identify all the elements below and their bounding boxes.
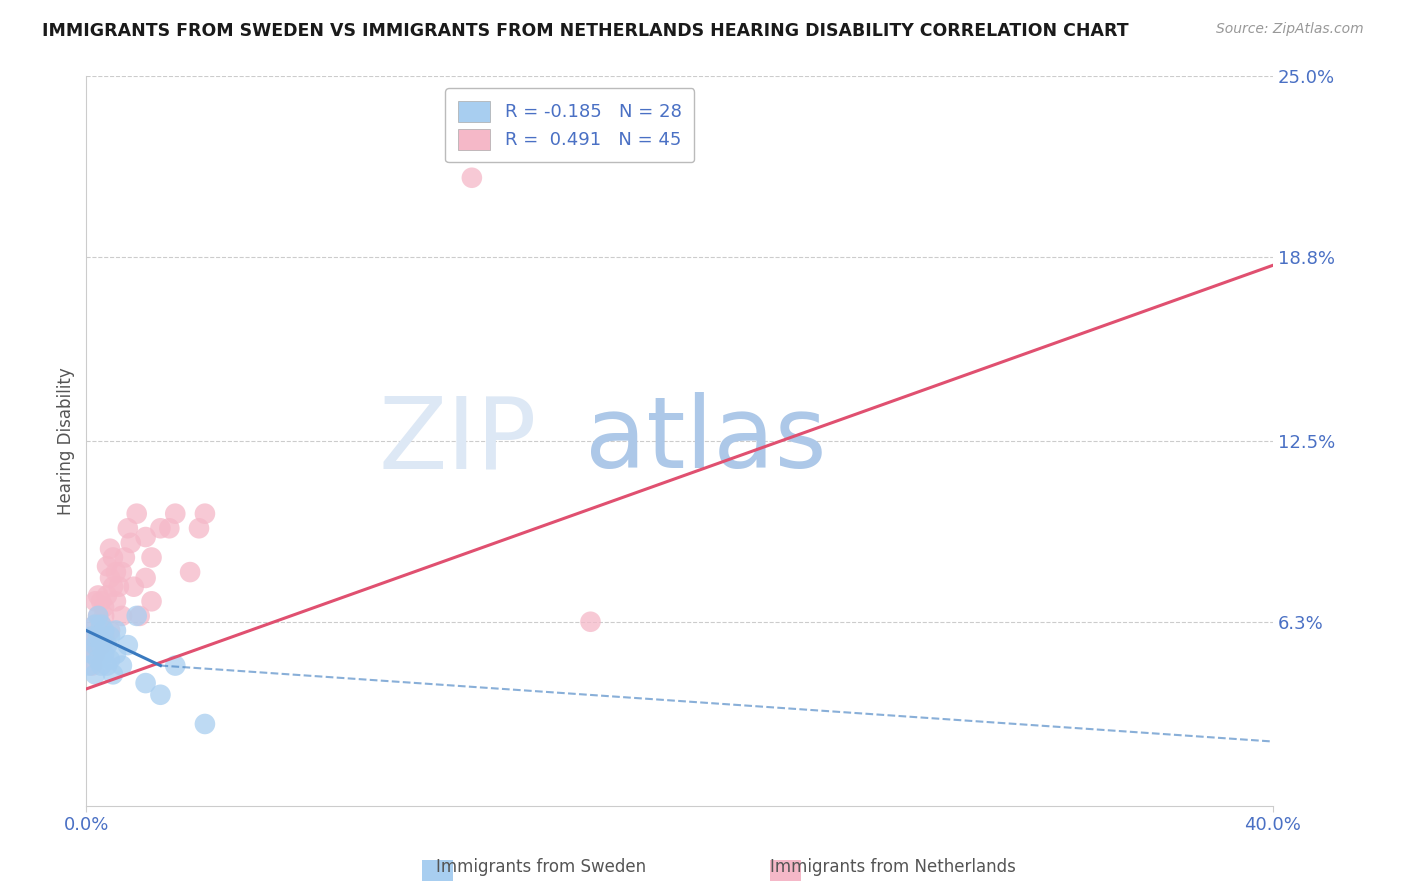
Point — [98, 624, 121, 638]
Point — [84, 638, 107, 652]
Point — [141, 550, 163, 565]
Point — [84, 667, 107, 681]
Point — [111, 658, 134, 673]
Point — [77, 638, 100, 652]
Point — [117, 521, 139, 535]
Point — [93, 647, 115, 661]
Point — [93, 600, 115, 615]
Point — [461, 170, 484, 185]
Point — [82, 629, 104, 643]
Point — [98, 629, 121, 643]
Point — [84, 617, 107, 632]
Point — [87, 608, 110, 623]
Point — [90, 624, 112, 638]
Point — [90, 594, 112, 608]
Point — [122, 580, 145, 594]
Point — [579, 615, 602, 629]
Point — [149, 521, 172, 535]
Point — [149, 688, 172, 702]
Text: Source: ZipAtlas.com: Source: ZipAtlas.com — [1216, 22, 1364, 37]
Point — [90, 617, 112, 632]
Point — [165, 658, 187, 673]
Point — [98, 653, 121, 667]
Point — [87, 629, 110, 643]
Point — [87, 608, 110, 623]
Point — [93, 629, 115, 643]
Point — [111, 565, 134, 579]
Point — [84, 594, 107, 608]
Point — [84, 647, 107, 661]
Point — [93, 624, 115, 638]
Point — [135, 530, 157, 544]
Point — [90, 658, 112, 673]
Point — [96, 589, 118, 603]
Point — [108, 580, 131, 594]
Point — [104, 565, 127, 579]
Point — [188, 521, 211, 535]
Point — [82, 647, 104, 661]
Point — [82, 629, 104, 643]
Legend: R = -0.185   N = 28, R =  0.491   N = 45: R = -0.185 N = 28, R = 0.491 N = 45 — [446, 88, 695, 162]
Point — [101, 550, 124, 565]
Point — [90, 638, 112, 652]
Text: ZIP: ZIP — [378, 392, 537, 489]
Point — [104, 624, 127, 638]
Point — [77, 658, 100, 673]
Point — [194, 507, 217, 521]
Point — [128, 608, 150, 623]
Point — [87, 653, 110, 667]
Y-axis label: Hearing Disability: Hearing Disability — [58, 367, 75, 515]
Point — [98, 541, 121, 556]
Point — [98, 571, 121, 585]
Point — [194, 717, 217, 731]
Point — [101, 580, 124, 594]
Text: atlas: atlas — [585, 392, 827, 489]
Point — [96, 658, 118, 673]
Point — [96, 559, 118, 574]
Point — [120, 536, 142, 550]
Point — [141, 594, 163, 608]
Point — [87, 589, 110, 603]
Point — [101, 667, 124, 681]
Point — [125, 507, 148, 521]
Point — [114, 550, 136, 565]
Point — [96, 638, 118, 652]
Point — [157, 521, 180, 535]
Point — [82, 658, 104, 673]
Point — [104, 647, 127, 661]
Point — [104, 594, 127, 608]
Point — [87, 629, 110, 643]
Point — [90, 638, 112, 652]
Point — [117, 638, 139, 652]
Text: IMMIGRANTS FROM SWEDEN VS IMMIGRANTS FROM NETHERLANDS HEARING DISABILITY CORRELA: IMMIGRANTS FROM SWEDEN VS IMMIGRANTS FRO… — [42, 22, 1129, 40]
Point — [125, 608, 148, 623]
Text: Immigrants from Netherlands: Immigrants from Netherlands — [770, 858, 1015, 876]
Point — [179, 565, 201, 579]
Point — [84, 617, 107, 632]
Point — [165, 507, 187, 521]
Point — [90, 617, 112, 632]
Point — [111, 608, 134, 623]
Point — [135, 571, 157, 585]
Text: Immigrants from Sweden: Immigrants from Sweden — [436, 858, 647, 876]
Point — [135, 676, 157, 690]
Point — [93, 608, 115, 623]
